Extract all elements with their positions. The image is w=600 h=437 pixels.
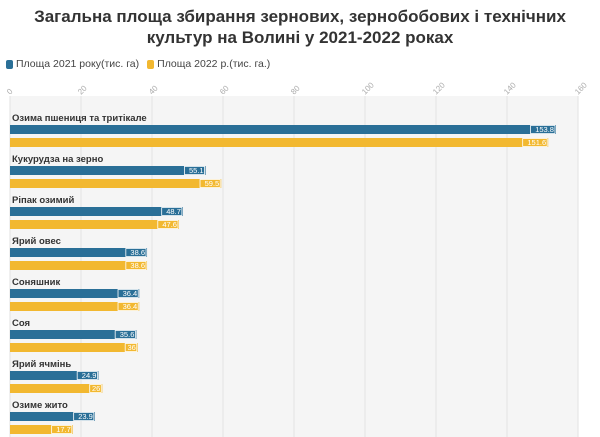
bar[interactable]: [10, 425, 73, 434]
category-label: Соя: [12, 318, 30, 329]
bar-value-label: 17.7: [56, 425, 71, 434]
x-tick-label: 40: [147, 83, 160, 96]
category-label: Ярий овес: [12, 236, 61, 247]
bar-value-label: 24.9: [82, 371, 97, 380]
legend-swatch-2021: [6, 59, 13, 69]
category-label: Соняшник: [12, 277, 60, 288]
legend-item-2021[interactable]: Площа 2021 року(тис. га): [6, 58, 139, 70]
bar-value-frame: [199, 179, 221, 188]
chart-title-line-2: культур на Волині у 2021-2022 роках: [146, 28, 454, 47]
bar[interactable]: [10, 248, 148, 257]
bar[interactable]: [10, 125, 556, 134]
bar[interactable]: [10, 302, 140, 311]
bar-value-label: 47.6: [162, 220, 177, 229]
bar[interactable]: [10, 179, 222, 188]
bar[interactable]: [10, 384, 103, 393]
category-label: Озиме жито: [12, 400, 68, 411]
x-tick-label: 160: [573, 80, 589, 96]
bar[interactable]: [10, 330, 137, 339]
bar-value-label: 36.4: [123, 302, 138, 311]
bar-value-frame: [161, 207, 183, 216]
bar[interactable]: [10, 261, 148, 270]
bar-value-frame: [184, 166, 206, 175]
bar[interactable]: [10, 289, 140, 298]
category-label: Кукурудза на зерно: [12, 154, 103, 165]
bar-value-frame: [530, 125, 556, 134]
chart-title: Загальна площа збирання зернових, зерноб…: [0, 6, 600, 48]
x-tick-label: 140: [502, 80, 518, 96]
bar-value-label: 48.7: [166, 207, 181, 216]
x-tick-label: 120: [431, 80, 447, 96]
bar[interactable]: [10, 220, 179, 229]
bar-value-frame: [76, 371, 98, 380]
bar-value-frame: [51, 425, 73, 434]
x-tick-label: 0: [5, 87, 15, 97]
chart-legend: Площа 2021 року(тис. га) Площа 2022 р.(т…: [6, 57, 278, 71]
legend-swatch-2022: [147, 59, 155, 69]
bar-value-frame: [73, 412, 95, 421]
bar[interactable]: [10, 207, 183, 216]
bar[interactable]: [10, 371, 99, 380]
bar-value-frame: [522, 138, 548, 147]
x-tick-label: 80: [289, 83, 302, 96]
bar[interactable]: [10, 412, 95, 421]
bar-value-frame: [125, 261, 147, 270]
bar-value-label: 36.4: [123, 289, 138, 298]
legend-label-2022: Площа 2022 р.(тис. га.): [157, 58, 271, 70]
category-label: Ріпак озимий: [12, 195, 74, 206]
legend-item-2022[interactable]: Площа 2022 р.(тис. га.): [147, 58, 270, 70]
category-label: Озима пшениця та тритікале: [12, 113, 147, 124]
bar-value-frame: [117, 302, 139, 311]
bar[interactable]: [10, 138, 549, 147]
bar-value-label: 38.6: [130, 248, 145, 257]
bar-value-label: 38.6: [130, 261, 145, 270]
x-tick-label: 20: [76, 83, 89, 96]
bar-value-label: 26: [92, 384, 100, 393]
bar-value-label: 23.9: [78, 412, 93, 421]
bar-value-label: 36: [127, 343, 135, 352]
bar-value-label: 153.8: [535, 125, 554, 134]
bar-value-label: 151.6: [527, 138, 546, 147]
x-tick-label: 100: [360, 80, 376, 96]
legend-label-2021: Площа 2021 року(тис. га): [16, 58, 140, 70]
bar-value-label: 35.6: [120, 330, 135, 339]
category-label: Ярий ячмінь: [12, 359, 71, 370]
bar-value-frame: [89, 384, 102, 393]
bar-value-label: 55.1: [189, 166, 204, 175]
bar-value-frame: [157, 220, 179, 229]
chart-title-line-1: Загальна площа збирання зернових, зерноб…: [34, 7, 566, 26]
bar-value-frame: [114, 330, 136, 339]
bar[interactable]: [10, 166, 206, 175]
bar-value-label: 59.5: [205, 179, 220, 188]
bar-value-frame: [117, 289, 139, 298]
bar-value-frame: [124, 343, 138, 352]
bar-value-frame: [125, 248, 147, 257]
bar[interactable]: [10, 343, 138, 352]
x-tick-label: 60: [218, 83, 231, 96]
